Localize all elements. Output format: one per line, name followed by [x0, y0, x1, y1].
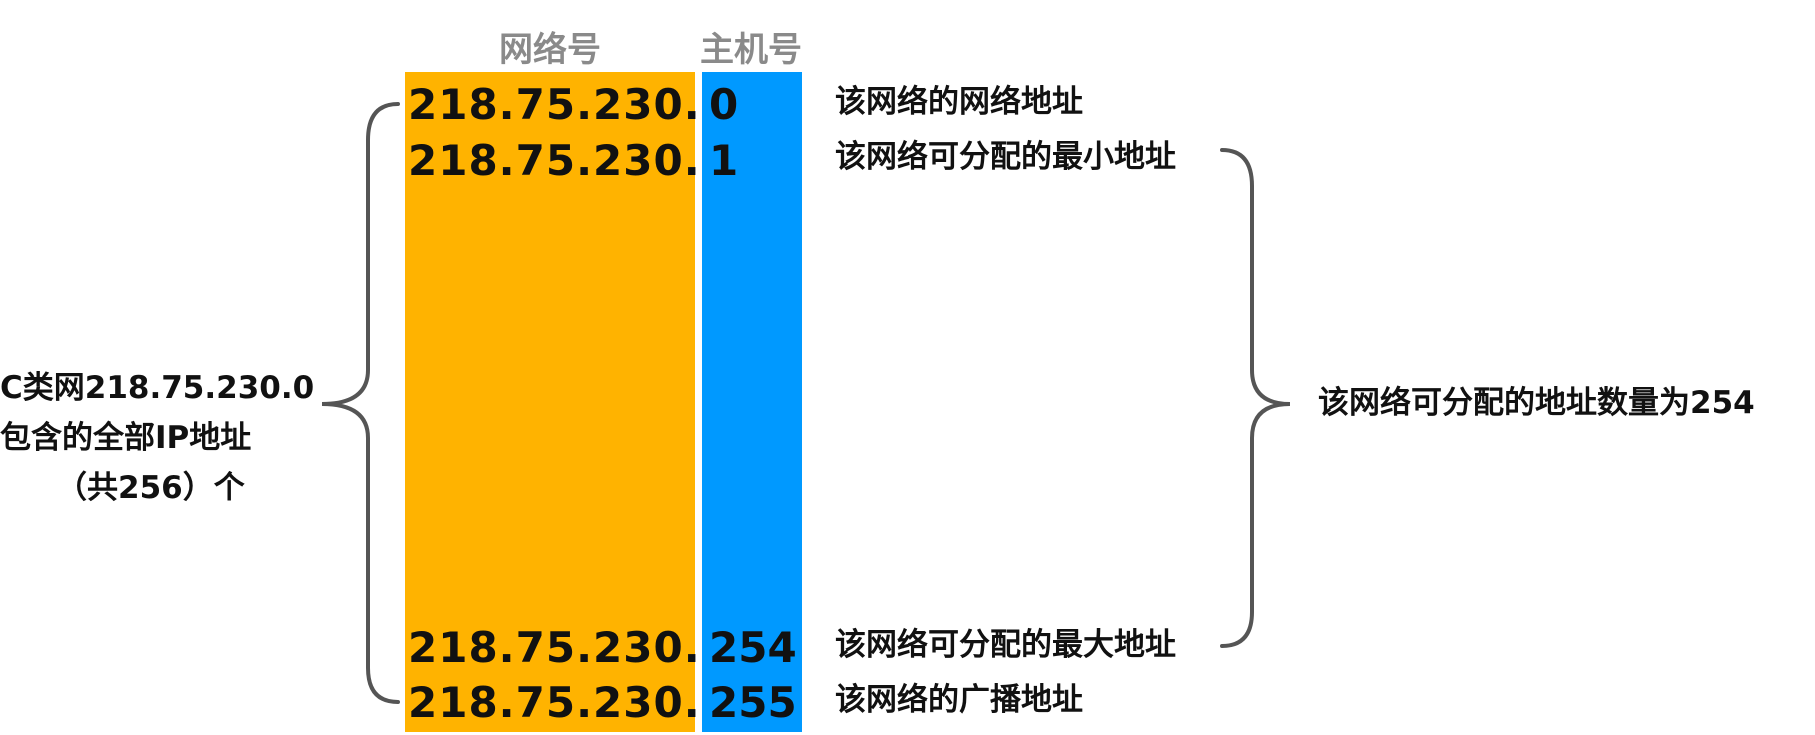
network-number-header: 网络号: [499, 30, 601, 70]
all-addresses-label-line3: （共256）个: [56, 470, 245, 506]
row-host-part: 255: [709, 678, 797, 727]
all-addresses-label-line1: C类网218.75.230.0: [0, 370, 315, 406]
row-description: 该网络的网络地址: [835, 84, 1083, 120]
row-host-part: 0: [709, 80, 739, 129]
row-host-part: 1: [709, 136, 739, 185]
right-brace-icon: [1220, 148, 1291, 648]
row-network-part: 218.75.230.: [408, 80, 701, 129]
row-description: 该网络的广播地址: [835, 682, 1083, 718]
all-addresses-label-line2: 包含的全部IP地址: [0, 420, 252, 456]
host-number-header: 主机号: [700, 30, 802, 70]
row-description: 该网络可分配的最小地址: [835, 139, 1176, 175]
row-network-part: 218.75.230.: [408, 678, 701, 727]
host-number-column: [702, 72, 802, 732]
row-description: 该网络可分配的最大地址: [835, 627, 1176, 663]
row-network-part: 218.75.230.: [408, 623, 701, 672]
row-network-part: 218.75.230.: [408, 136, 701, 185]
network-number-column: [405, 72, 695, 732]
assignable-count-label: 该网络可分配的地址数量为254: [1318, 385, 1755, 421]
left-brace-icon: [321, 102, 400, 704]
row-host-part: 254: [709, 623, 797, 672]
all-addresses-label: C类网218.75.230.0 包含的全部IP地址 （共256）个: [0, 363, 330, 513]
